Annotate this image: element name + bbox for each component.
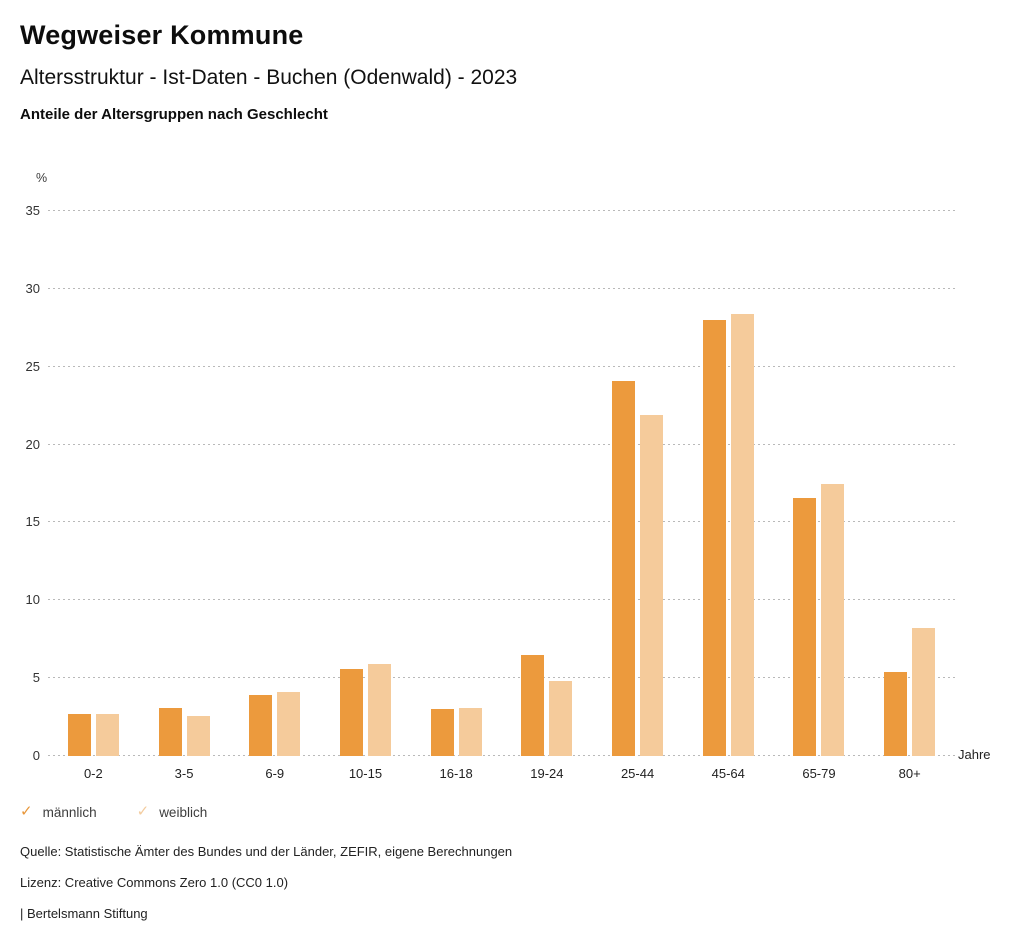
bar-weiblich-45-64[interactable] — [730, 313, 754, 756]
y-tick-label-15: 15 — [25, 514, 40, 530]
bar-group-16-18 — [411, 211, 502, 756]
gridline-0 — [48, 755, 955, 756]
x-tick-label-80+: 80+ — [898, 766, 921, 781]
bar-weiblich-65-79[interactable] — [821, 483, 845, 756]
bar-männlich-0-2[interactable] — [67, 713, 91, 756]
x-axis-labels: 0-2 3-5 6-9 10-15 16-18 19-24 25-44 45-64 65-79 8… — [48, 766, 955, 781]
attribution-note: | Bertelsmann Stiftung — [20, 906, 148, 921]
page-title: Wegweiser Kommune — [20, 20, 304, 50]
bar-group-25-44 — [592, 211, 683, 756]
gridline-35 — [48, 210, 955, 211]
chart-title: Altersstruktur - Ist-Daten - Buchen (Ode… — [20, 66, 518, 89]
gridline-25 — [48, 365, 955, 367]
y-tick-label-30: 30 — [25, 280, 40, 296]
y-tick-label-0: 0 — [32, 748, 40, 763]
x-tick-label-3-5: 3-5 — [174, 766, 194, 781]
legend-label: weiblich — [159, 804, 208, 820]
bar-weiblich-0-2[interactable] — [95, 713, 119, 756]
gridline-10 — [48, 599, 955, 601]
legend-label: männlich — [42, 804, 97, 820]
bar-groups — [48, 211, 955, 756]
bar-männlich-19-24[interactable] — [521, 654, 545, 756]
checkmark-icon: ✓ — [20, 803, 33, 820]
license-note: Lizenz: Creative Commons Zero 1.0 (CC0 1… — [20, 875, 289, 890]
y-axis-unit-label: % — [36, 171, 48, 185]
checkmark-icon: ✓ — [136, 803, 150, 820]
bar-weiblich-16-18[interactable] — [458, 707, 482, 756]
gridline-15 — [48, 521, 955, 523]
y-tick-label-5: 5 — [32, 670, 40, 686]
bar-weiblich-10-15[interactable] — [367, 664, 391, 756]
y-tick-label-10: 10 — [25, 592, 40, 608]
legend-item-männlich[interactable]: ✓ männlich — [20, 803, 97, 821]
bar-weiblich-3-5[interactable] — [186, 715, 210, 756]
bar-männlich-6-9[interactable] — [249, 695, 273, 756]
bar-group-19-24 — [502, 211, 593, 756]
plot-area: 0 5 10 15 20 25 30 35 — [26, 203, 955, 763]
bar-group-6-9 — [229, 211, 320, 756]
gridline-5 — [48, 677, 955, 679]
x-axis-unit-label: Jahre — [958, 747, 991, 762]
bar-group-3-5 — [139, 211, 230, 756]
gridline-30 — [48, 287, 955, 289]
legend: ✓ männlich ✓ weiblich — [20, 803, 207, 821]
bar-männlich-3-5[interactable] — [158, 707, 182, 756]
y-tick-label-20: 20 — [25, 436, 40, 452]
x-tick-label-6-9: 6-9 — [265, 766, 285, 781]
bar-männlich-65-79[interactable] — [793, 497, 817, 756]
y-tick-label-25: 25 — [25, 358, 40, 374]
gridline-20 — [48, 443, 955, 445]
bar-group-45-64 — [683, 211, 774, 756]
x-tick-label-0-2: 0-2 — [83, 766, 103, 781]
bar-männlich-45-64[interactable] — [702, 320, 726, 756]
bar-männlich-25-44[interactable] — [612, 380, 636, 756]
bar-männlich-80+[interactable] — [884, 671, 908, 756]
x-tick-label-10-15: 10-15 — [348, 766, 383, 781]
x-tick-label-65-79: 65-79 — [802, 766, 836, 781]
bar-weiblich-19-24[interactable] — [549, 681, 573, 756]
legend-item-weiblich[interactable]: ✓ weiblich — [137, 803, 208, 821]
x-tick-label-45-64: 45-64 — [711, 766, 745, 781]
bar-group-0-2 — [48, 211, 139, 756]
bar-männlich-16-18[interactable] — [430, 709, 454, 756]
bar-group-80+ — [864, 211, 955, 756]
x-tick-label-25-44: 25-44 — [620, 766, 655, 781]
bar-weiblich-80+[interactable] — [912, 628, 936, 756]
y-tick-label-35: 35 — [25, 203, 40, 218]
x-tick-label-19-24: 19-24 — [530, 766, 564, 781]
x-tick-label-16-18: 16-18 — [439, 766, 473, 781]
source-note: Quelle: Statistische Ämter des Bundes un… — [20, 844, 513, 859]
bar-weiblich-6-9[interactable] — [277, 692, 301, 756]
bar-männlich-10-15[interactable] — [339, 668, 363, 756]
chart-subtitle: Anteile der Altersgruppen nach Geschlech… — [20, 106, 328, 123]
bar-group-10-15 — [320, 211, 411, 756]
bar-group-65-79 — [774, 211, 865, 756]
bar-weiblich-25-44[interactable] — [640, 415, 664, 756]
